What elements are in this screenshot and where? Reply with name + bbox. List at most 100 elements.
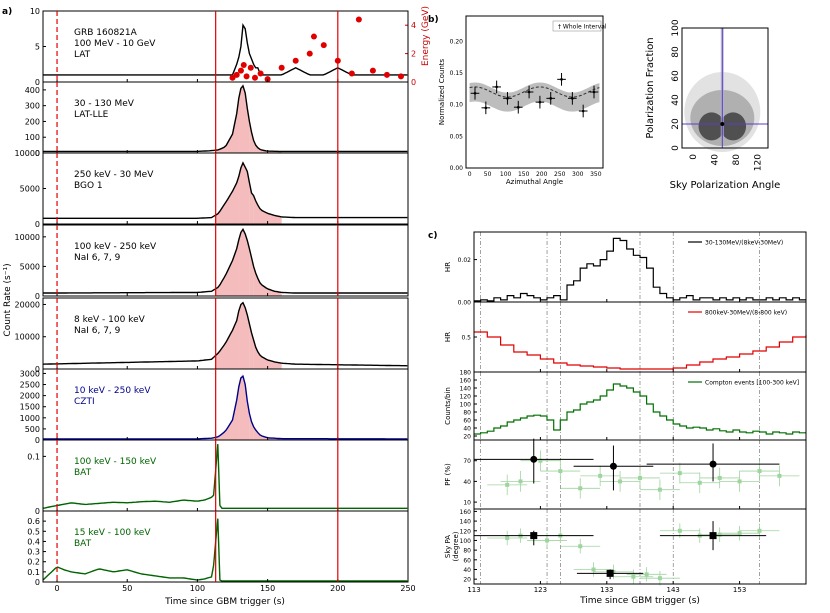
y-tick-label: 1500 xyxy=(20,403,40,412)
y-tick-label: 0.05 xyxy=(450,133,464,140)
faint-point xyxy=(717,532,722,537)
shaded-interval xyxy=(239,161,250,224)
panel-label-line3: LAT xyxy=(74,50,91,60)
x-axis-label: Sky Polarization Angle xyxy=(670,180,781,191)
x-axis-label: Azimuthal Angle xyxy=(506,178,563,186)
y-tick-label: 40 xyxy=(463,426,471,433)
y-tick-label: 0 xyxy=(35,78,40,87)
faint-point xyxy=(578,544,583,549)
shaded-interval xyxy=(232,307,240,369)
data-point xyxy=(581,109,585,113)
y-tick-label: 60 xyxy=(463,557,471,564)
y-axis-label: Normalized Counts xyxy=(438,58,446,125)
data-point xyxy=(560,78,563,81)
data-point xyxy=(592,90,596,94)
y-tick-label: 120 xyxy=(460,528,472,535)
faint-point xyxy=(777,473,782,478)
faint-point xyxy=(558,469,563,474)
y-tick-label: 0.1 xyxy=(27,452,40,461)
y-tick-label: 0.6 xyxy=(27,517,40,526)
panel-label-c: c) xyxy=(428,231,437,241)
right-axis-label: Energy (GeV) xyxy=(421,6,431,66)
data-point xyxy=(484,106,488,110)
y-tick-label: 70 xyxy=(463,458,471,465)
legend-text: 800keV-30MeV/(8-800 keV) xyxy=(705,310,787,317)
data-point xyxy=(571,97,574,100)
main-point xyxy=(609,462,617,470)
y-axis-label: PF (%) xyxy=(444,463,452,486)
x-tick-label: 40 xyxy=(710,154,720,166)
series-line xyxy=(43,374,408,440)
series-line xyxy=(43,84,408,153)
y-tick-label: 0 xyxy=(35,365,40,374)
panel-label-line2: CZTI xyxy=(74,397,95,407)
contour-level-inner xyxy=(720,112,747,141)
faint-point xyxy=(657,576,662,581)
energy-point xyxy=(233,71,240,78)
panel-label-line1: 250 keV - 30 MeV xyxy=(74,170,154,180)
subplot-hr2: 800keV-30MeV/(8-800 keV) 0.5 HR xyxy=(444,301,807,373)
main-point xyxy=(709,532,717,540)
y-tick-label: 0.4 xyxy=(27,537,40,546)
right-tick-label: 2 xyxy=(411,50,416,59)
y-tick-label: 100 xyxy=(25,133,40,142)
series-line xyxy=(42,444,408,509)
legend-text: Compton events [100-300 keV] xyxy=(705,380,799,387)
step-line xyxy=(474,237,806,302)
subplot-hr1: 30-130MeV/(8keV-30MeV) 0.00 0.02 HR xyxy=(444,231,807,307)
energy-point xyxy=(369,67,376,74)
faint-point xyxy=(538,458,543,463)
x-tick-label: 143 xyxy=(667,586,680,594)
y-tick-label: 0 xyxy=(35,507,40,516)
energy-point xyxy=(355,16,362,23)
faint-point xyxy=(618,479,623,484)
axes-frame xyxy=(42,439,409,512)
y-tick-label: 10 xyxy=(30,7,40,16)
panel-label-line1: 15 keV - 100 keV xyxy=(74,528,151,538)
y-tick-label: 5 xyxy=(35,43,40,52)
y-axis-label: Sky PA xyxy=(444,535,452,558)
y-tick-label: 0.00 xyxy=(458,300,472,307)
panel-label-line2: BAT xyxy=(74,539,92,549)
faint-point xyxy=(677,528,682,533)
energy-point xyxy=(278,64,285,71)
shaded-interval xyxy=(239,373,250,440)
y-tick-label: 180 xyxy=(460,370,472,377)
axes-frame xyxy=(465,15,604,169)
axes-frame xyxy=(42,368,409,441)
panel-label-line1: 8 keV - 100 keV xyxy=(74,315,146,325)
y-tick-label: 1000 xyxy=(20,414,40,423)
y-tick-label: 40 xyxy=(671,94,681,106)
shaded-interval xyxy=(249,182,254,224)
energy-point xyxy=(237,67,244,74)
x-tick-label: 120 xyxy=(753,154,763,171)
shaded-interval xyxy=(239,301,250,369)
axes-frame xyxy=(473,508,807,585)
y-tick-label: 0.00 xyxy=(450,165,464,172)
y-tick-label: 0.20 xyxy=(450,38,464,45)
y-tick-label: 0 xyxy=(35,436,40,445)
y-tick-label: 0 xyxy=(35,578,40,587)
faint-point xyxy=(644,572,649,577)
x-tick-label: 250 xyxy=(400,584,415,593)
faint-point xyxy=(717,475,722,480)
shaded-interval xyxy=(239,227,250,296)
x-tick-label: 150 xyxy=(518,171,530,178)
y-tick-label: 0.02 xyxy=(458,257,472,264)
series-line xyxy=(43,161,408,219)
faint-point xyxy=(545,538,550,543)
panel-label-line2: BAT xyxy=(74,468,92,478)
shaded-interval xyxy=(215,134,233,153)
energy-point xyxy=(251,74,258,81)
faint-point xyxy=(697,480,702,485)
main-point xyxy=(606,569,614,577)
series-line xyxy=(42,518,408,582)
panel-label-line2: NaI 6, 7, 9 xyxy=(74,326,121,336)
panel-label-line2: BGO 1 xyxy=(74,181,103,191)
panel-label-line2: NaI 6, 7, 9 xyxy=(74,253,121,263)
y-tick-label: 0 xyxy=(35,292,40,301)
y-tick-label: 20 xyxy=(463,577,471,584)
x-axis-label: Time since GBM trigger (s) xyxy=(579,596,700,606)
